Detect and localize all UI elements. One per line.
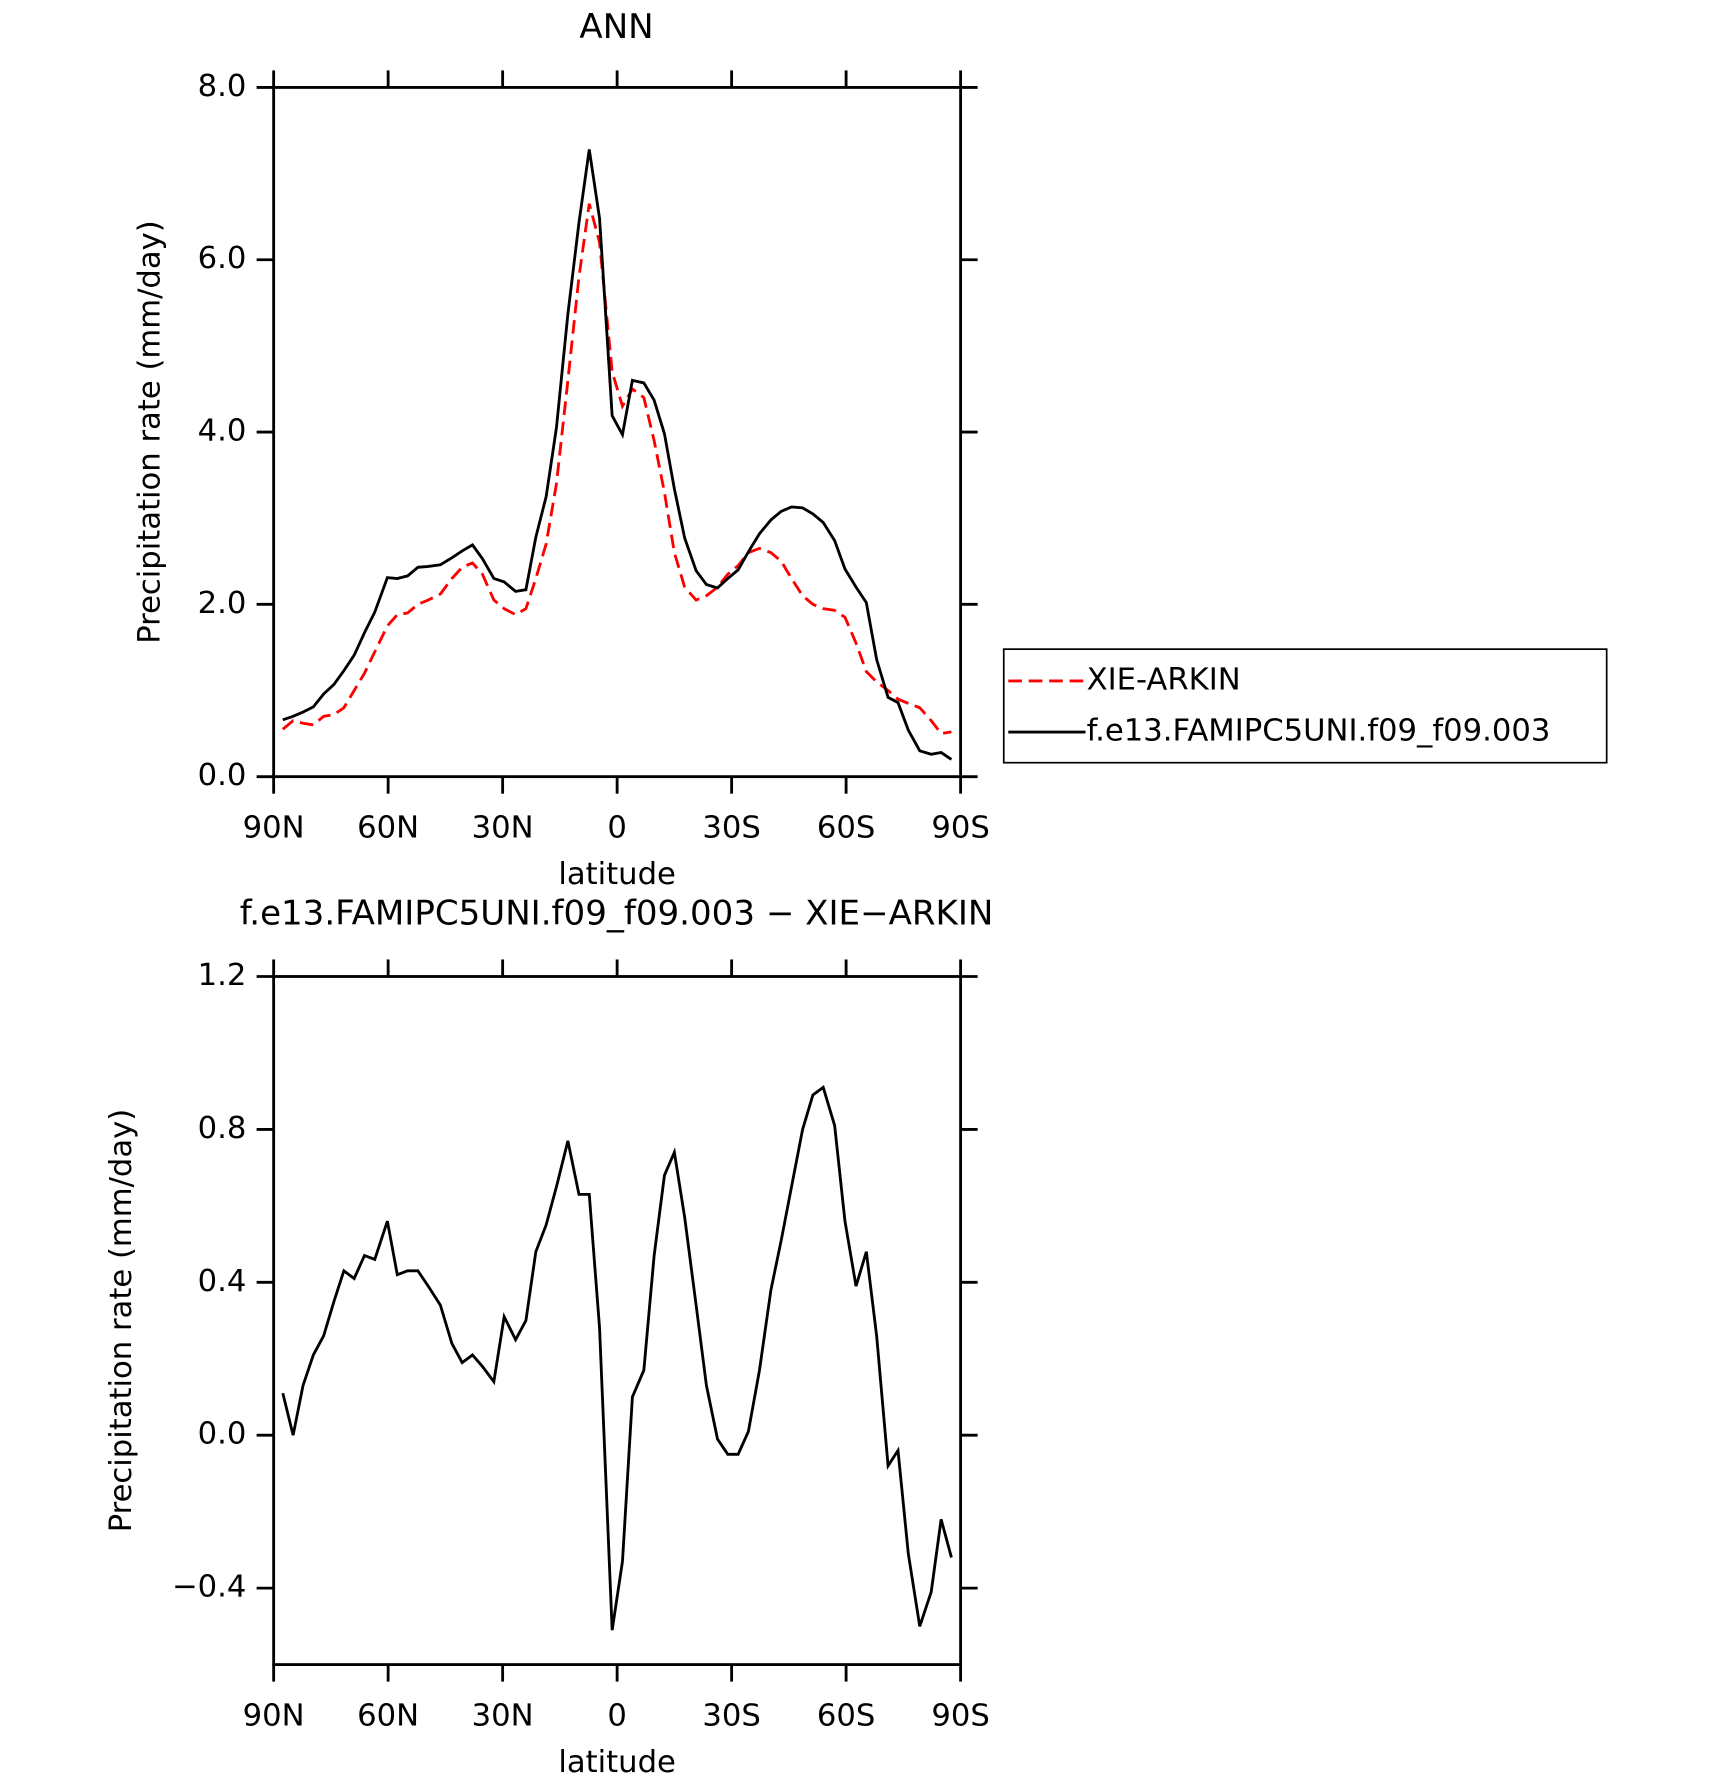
y-tick-label: 8.0 bbox=[198, 69, 247, 104]
x-tick-label: 0 bbox=[607, 1698, 627, 1733]
legend-label: f.e13.FAMIPC5UNI.f09_f09.003 bbox=[1087, 714, 1551, 749]
x-tick-label: 90N bbox=[243, 810, 305, 845]
plot-frame bbox=[272, 86, 963, 779]
x-tick-label: 60N bbox=[357, 1698, 419, 1733]
chart-title: f.e13.FAMIPC5UNI.f09_f09.003 − XIE−ARKIN bbox=[240, 894, 994, 934]
legend-label: XIE-ARKIN bbox=[1087, 662, 1241, 697]
x-tick-label: 60S bbox=[817, 1698, 875, 1733]
y-tick-label: 4.0 bbox=[198, 414, 247, 449]
x-tick-label: 30S bbox=[702, 810, 760, 845]
y-tick-label: 2.0 bbox=[198, 586, 247, 621]
x-axis-label: latitude bbox=[558, 1745, 676, 1777]
y-tick-label: 1.2 bbox=[198, 958, 247, 993]
x-axis-label: latitude bbox=[558, 857, 676, 892]
y-tick-label: 0.8 bbox=[198, 1111, 247, 1146]
y-tick-label: −0.4 bbox=[172, 1570, 246, 1605]
y-tick-label: 0.4 bbox=[198, 1264, 247, 1299]
data-line bbox=[281, 1085, 953, 1631]
legend-box bbox=[1002, 648, 1608, 764]
x-tick-label: 60S bbox=[817, 810, 875, 845]
y-tick-label: 0.0 bbox=[198, 758, 247, 793]
x-tick-label: 60N bbox=[357, 810, 419, 845]
x-tick-label: 90N bbox=[243, 1698, 305, 1733]
x-tick-label: 0 bbox=[607, 810, 627, 845]
x-tick-label: 30N bbox=[472, 810, 534, 845]
y-tick-label: 0.0 bbox=[198, 1417, 247, 1452]
x-tick-label: 90S bbox=[931, 1698, 989, 1733]
y-axis-label: Precipitation rate (mm/day) bbox=[133, 220, 168, 644]
x-tick-label: 90S bbox=[931, 810, 989, 845]
data-line bbox=[281, 203, 952, 736]
plot-frame bbox=[272, 975, 963, 1667]
x-tick-label: 30N bbox=[472, 1698, 534, 1733]
y-tick-label: 6.0 bbox=[198, 241, 247, 276]
chart-title: ANN bbox=[579, 7, 653, 47]
y-axis-label: Precipitation rate (mm/day) bbox=[104, 1109, 139, 1533]
x-tick-label: 30S bbox=[702, 1698, 760, 1733]
data-line bbox=[282, 149, 953, 761]
